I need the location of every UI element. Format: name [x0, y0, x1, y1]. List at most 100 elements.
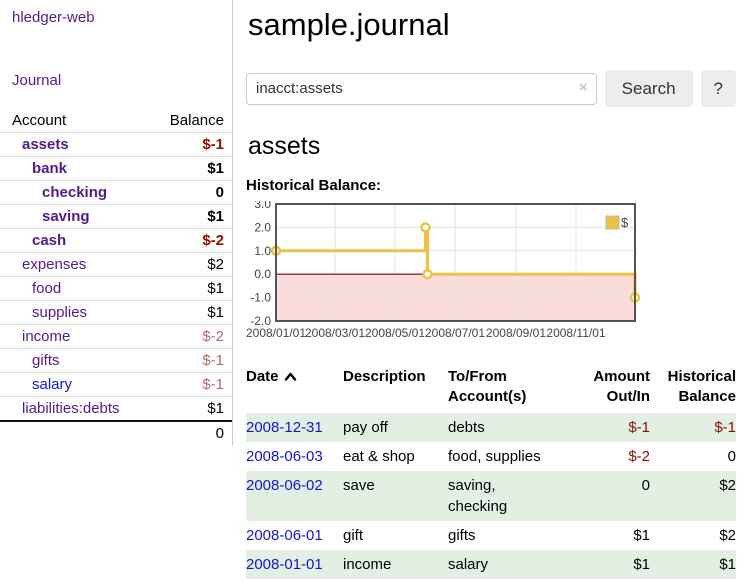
svg-text:2.0: 2.0	[254, 220, 271, 234]
total-balance: 0	[152, 420, 232, 445]
register-header-row: Date Description To/From Account(s) Amou…	[246, 364, 736, 413]
svg-text:2008/01/01: 2008/01/01	[246, 326, 306, 340]
account-balance: $1	[152, 204, 232, 229]
sidebar: hledger-web Journal Account Balance asse…	[0, 0, 233, 446]
account-balance: $2	[152, 252, 232, 277]
account-balance: $-2	[152, 324, 232, 349]
help-button[interactable]: ?	[700, 70, 736, 107]
balance-column-header: Balance	[152, 109, 232, 133]
account-row: cash $-2	[0, 228, 232, 253]
svg-text:2008/11/01: 2008/11/01	[546, 326, 605, 340]
search-input[interactable]	[246, 72, 597, 105]
svg-text:2008/07/01: 2008/07/01	[425, 326, 485, 340]
account-column-header: Account	[0, 109, 153, 133]
app-title-link[interactable]: hledger-web	[12, 9, 95, 26]
account-link[interactable]: expenses	[22, 256, 87, 273]
sidebar-item-journal[interactable]: Journal	[12, 72, 62, 89]
account-balance: $1	[152, 396, 232, 421]
account-balance: $-1	[202, 136, 224, 153]
description-cell: eat & shop	[343, 448, 415, 465]
account-link[interactable]: liabilities:debts	[22, 400, 120, 417]
chart-heading: Historical Balance:	[246, 177, 382, 194]
accounts-total-row: 0	[0, 420, 232, 445]
account-link[interactable]: gifts	[32, 352, 60, 369]
svg-text:0.0: 0.0	[254, 267, 271, 281]
register-row: 2008-12-31 pay off debts $-1 $-1	[246, 413, 736, 442]
main-content: sample.journal × Search ? assets Histori…	[246, 0, 736, 579]
search-box: ×	[246, 72, 597, 105]
balance-cell: $1	[719, 556, 736, 573]
account-row: bank $1	[0, 156, 232, 181]
account-balance: $-1	[152, 348, 232, 373]
app-title: hledger-web	[12, 9, 220, 26]
amount-cell: $1	[633, 527, 650, 544]
account-row: supplies $1	[0, 300, 232, 325]
amount-cell: $1	[633, 556, 650, 573]
svg-text:1.0: 1.0	[254, 244, 271, 258]
balance-cell: $2	[719, 477, 736, 494]
col-header-date[interactable]: Date	[246, 364, 343, 413]
account-link[interactable]: salary	[32, 376, 73, 393]
date-link[interactable]: 2008-06-03	[246, 448, 323, 465]
accounts-table-header-row: Account Balance	[0, 109, 232, 133]
description-cell: gift	[343, 527, 364, 544]
account-balance: 0	[152, 180, 232, 205]
col-header-accounts: To/From Account(s)	[448, 368, 527, 405]
svg-text:-1.0: -1.0	[250, 291, 271, 305]
svg-text:-2.0: -2.0	[250, 314, 271, 328]
account-balance: $1	[152, 300, 232, 325]
account-link[interactable]: supplies	[32, 304, 88, 321]
svg-text:2008/09/01: 2008/09/01	[486, 326, 546, 340]
account-balance: $1	[152, 276, 232, 301]
col-header-description: Description	[343, 368, 426, 385]
sort-ascending-icon	[284, 372, 296, 381]
account-link[interactable]: checking	[42, 184, 108, 201]
search-button[interactable]: Search	[604, 70, 693, 107]
register-row: 2008-06-03 eat & shop food, supplies $-2 0	[246, 442, 736, 471]
clear-search-icon[interactable]: ×	[578, 78, 588, 96]
amount-cell: $-1	[628, 419, 650, 436]
amount-cell: 0	[641, 477, 650, 494]
account-link[interactable]: saving	[42, 208, 90, 225]
account-heading: assets	[248, 132, 321, 160]
register-table: Date Description To/From Account(s) Amou…	[246, 364, 736, 579]
register-row: 2008-06-02 save saving, checking 0 $2	[246, 471, 736, 521]
account-balance: $-2	[152, 228, 232, 253]
accounts-cell: debts	[448, 419, 485, 436]
col-header-amount: Amount Out/In	[593, 368, 650, 405]
balance-cell: $-1	[714, 419, 736, 436]
account-link[interactable]: bank	[32, 160, 68, 177]
account-row: salary $-1	[0, 372, 232, 397]
account-row: expenses $2	[0, 252, 232, 277]
accounts-table: Account Balance assets $-1 bank $1 checking 0…	[0, 109, 232, 445]
date-link[interactable]: 2008-12-31	[246, 419, 323, 436]
account-row: food $1	[0, 276, 232, 301]
account-link[interactable]: cash	[32, 232, 67, 249]
account-balance: $1	[152, 156, 232, 181]
register-row: 2008-06-01 gift gifts $1 $2	[246, 521, 736, 550]
account-row: checking 0	[0, 180, 232, 205]
svg-text:2008/05/01: 2008/05/01	[365, 326, 425, 340]
date-link[interactable]: 2008-06-01	[246, 527, 323, 544]
date-link[interactable]: 2008-06-02	[246, 477, 323, 494]
account-balance: $-1	[152, 372, 232, 397]
account-row: gifts $-1	[0, 348, 232, 373]
date-link[interactable]: 2008-01-01	[246, 556, 323, 573]
description-cell: income	[343, 556, 392, 573]
svg-text:2008/03/01: 2008/03/01	[305, 326, 365, 340]
account-link[interactable]: income	[22, 328, 71, 345]
balance-cell: 0	[727, 448, 736, 465]
account-link[interactable]: assets	[22, 136, 69, 153]
sidebar-nav: Journal	[12, 72, 220, 89]
page-title: sample.journal	[248, 7, 450, 42]
description-cell: pay off	[343, 419, 388, 436]
account-link[interactable]: food	[32, 280, 62, 297]
accounts-cell: salary	[448, 556, 489, 573]
balance-cell: $2	[719, 527, 736, 544]
search-bar: × Search ?	[246, 70, 736, 107]
description-cell: save	[343, 477, 375, 494]
account-row: liabilities:debts $1	[0, 396, 232, 421]
register-row: 2008-01-01 income salary $1 $1	[246, 550, 736, 579]
svg-text:3.0: 3.0	[254, 201, 271, 211]
accounts-cell: food, supplies	[448, 448, 541, 465]
